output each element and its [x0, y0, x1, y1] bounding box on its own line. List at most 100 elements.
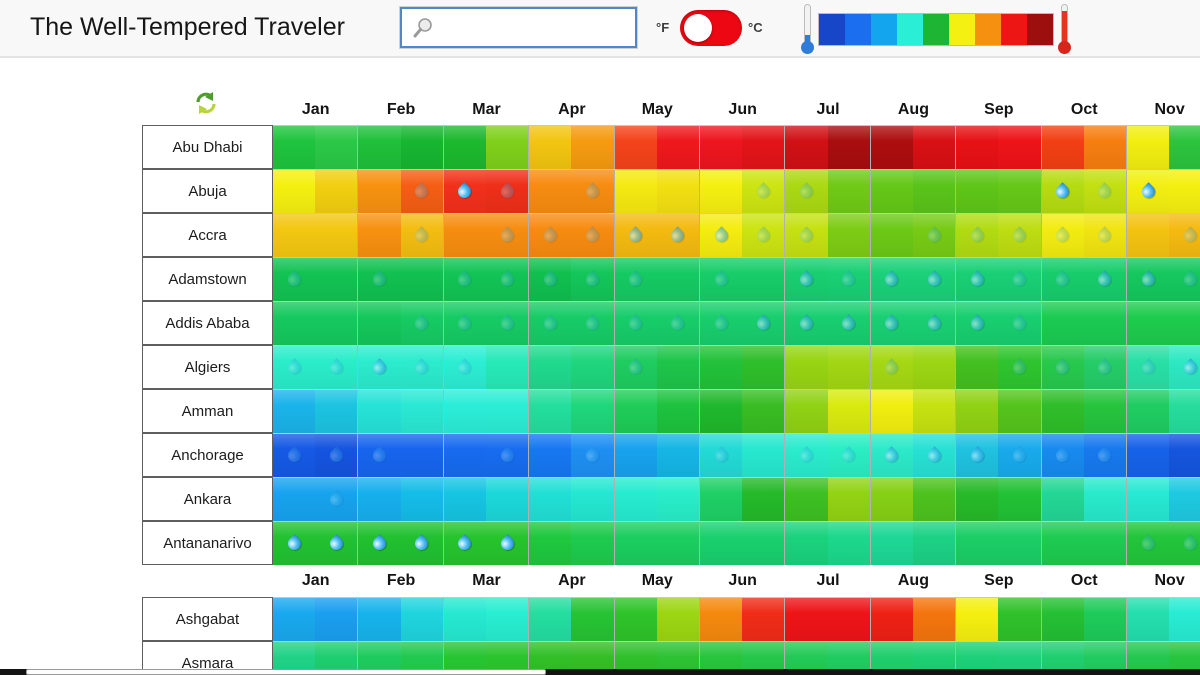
heatmap-cell[interactable]	[699, 258, 743, 301]
heatmap-cell[interactable]	[785, 302, 828, 345]
heatmap-cell[interactable]	[827, 302, 870, 345]
heatmap-cell[interactable]	[699, 478, 743, 521]
heatmap-cell[interactable]	[614, 258, 657, 301]
heatmap-cell[interactable]	[614, 302, 657, 345]
heatmap-cell[interactable]	[1126, 126, 1170, 169]
heatmap-cell[interactable]	[656, 126, 699, 169]
heatmap-cell[interactable]	[699, 522, 743, 565]
heatmap-cell[interactable]	[485, 390, 529, 433]
heatmap-cell[interactable]	[956, 170, 999, 213]
heatmap-cell[interactable]	[870, 126, 913, 169]
heatmap-cell[interactable]	[485, 522, 529, 565]
heatmap-cell[interactable]	[785, 434, 828, 477]
heatmap-cell[interactable]	[1083, 258, 1126, 301]
heatmap-cell[interactable]	[827, 598, 870, 641]
heatmap-cell[interactable]	[827, 390, 870, 433]
heatmap-cell[interactable]	[785, 258, 828, 301]
heatmap-cell[interactable]	[443, 522, 486, 565]
heatmap-cell[interactable]	[315, 598, 358, 641]
city-label[interactable]: Ashgabat	[142, 597, 273, 641]
heatmap-cell[interactable]	[785, 170, 828, 213]
heatmap-cell[interactable]	[1083, 390, 1126, 433]
reset-sort-icon[interactable]	[192, 89, 220, 117]
heatmap-cell[interactable]	[400, 478, 443, 521]
heatmap-cell[interactable]	[656, 214, 699, 257]
heatmap-cell[interactable]	[742, 390, 785, 433]
heatmap-cell[interactable]	[1041, 598, 1084, 641]
heatmap-cell[interactable]	[273, 522, 316, 565]
heatmap-cell[interactable]	[571, 258, 614, 301]
heatmap-cell[interactable]	[400, 214, 443, 257]
heatmap-cell[interactable]	[785, 214, 828, 257]
heatmap-cell[interactable]	[998, 522, 1041, 565]
heatmap-cell[interactable]	[273, 434, 316, 477]
bottom-scrollbar[interactable]	[26, 669, 546, 675]
heatmap-cell[interactable]	[1041, 434, 1084, 477]
city-label[interactable]: Abuja	[142, 169, 273, 213]
heatmap-cell[interactable]	[315, 390, 358, 433]
heatmap-cell[interactable]	[1126, 214, 1170, 257]
heatmap-cell[interactable]	[571, 302, 614, 345]
city-label[interactable]: Abu Dhabi	[142, 125, 273, 169]
heatmap-cell[interactable]	[315, 302, 358, 345]
heatmap-cell[interactable]	[571, 522, 614, 565]
heatmap-cell[interactable]	[443, 170, 486, 213]
heatmap-cell[interactable]	[699, 346, 743, 389]
heatmap-cell[interactable]	[529, 522, 572, 565]
heatmap-cell[interactable]	[273, 214, 316, 257]
heatmap-cell[interactable]	[400, 434, 443, 477]
heatmap-cell[interactable]	[443, 258, 486, 301]
heatmap-cell[interactable]	[956, 346, 999, 389]
heatmap-cell[interactable]	[1126, 478, 1170, 521]
heatmap-cell[interactable]	[998, 214, 1041, 257]
heatmap-cell[interactable]	[827, 214, 870, 257]
heatmap-cell[interactable]	[485, 598, 529, 641]
heatmap-cell[interactable]	[699, 214, 743, 257]
heatmap-cell[interactable]	[315, 258, 358, 301]
heatmap-cell[interactable]	[1041, 258, 1084, 301]
heatmap-cell[interactable]	[443, 598, 486, 641]
heatmap-cell[interactable]	[1083, 170, 1126, 213]
heatmap-cell[interactable]	[273, 170, 316, 213]
heatmap-cell[interactable]	[742, 214, 785, 257]
heatmap-cell[interactable]	[1083, 302, 1126, 345]
heatmap-cell[interactable]	[400, 346, 443, 389]
heatmap-cell[interactable]	[1126, 170, 1170, 213]
heatmap-cell[interactable]	[827, 522, 870, 565]
heatmap-cell[interactable]	[742, 346, 785, 389]
heatmap-cell[interactable]	[998, 434, 1041, 477]
heatmap-cell[interactable]	[571, 598, 614, 641]
heatmap-cell[interactable]	[956, 478, 999, 521]
heatmap-cell[interactable]	[400, 390, 443, 433]
heatmap-cell[interactable]	[912, 302, 956, 345]
heatmap-cell[interactable]	[956, 598, 999, 641]
heatmap-cell[interactable]	[315, 522, 358, 565]
heatmap-cell[interactable]	[827, 126, 870, 169]
heatmap-cell[interactable]	[1169, 522, 1200, 565]
heatmap-cell[interactable]	[529, 258, 572, 301]
heatmap-cell[interactable]	[485, 214, 529, 257]
heatmap-cell[interactable]	[656, 478, 699, 521]
heatmap-cell[interactable]	[1169, 214, 1200, 257]
heatmap-cell[interactable]	[529, 126, 572, 169]
heatmap-cell[interactable]	[1083, 478, 1126, 521]
heatmap-cell[interactable]	[485, 302, 529, 345]
heatmap-cell[interactable]	[273, 390, 316, 433]
search-box[interactable]	[400, 7, 654, 48]
heatmap-cell[interactable]	[656, 434, 699, 477]
heatmap-cell[interactable]	[870, 434, 913, 477]
city-label[interactable]: Addis Ababa	[142, 301, 273, 345]
heatmap-cell[interactable]	[912, 258, 956, 301]
heatmap-cell[interactable]	[912, 598, 956, 641]
heatmap-cell[interactable]	[742, 478, 785, 521]
heatmap-cell[interactable]	[571, 170, 614, 213]
heatmap-cell[interactable]	[571, 434, 614, 477]
heatmap-cell[interactable]	[485, 434, 529, 477]
heatmap-cell[interactable]	[443, 214, 486, 257]
heatmap-cell[interactable]	[571, 346, 614, 389]
heatmap-cell[interactable]	[956, 390, 999, 433]
heatmap-cell[interactable]	[785, 126, 828, 169]
heatmap-cell[interactable]	[1126, 522, 1170, 565]
heatmap-cell[interactable]	[614, 390, 657, 433]
heatmap-cell[interactable]	[358, 258, 401, 301]
